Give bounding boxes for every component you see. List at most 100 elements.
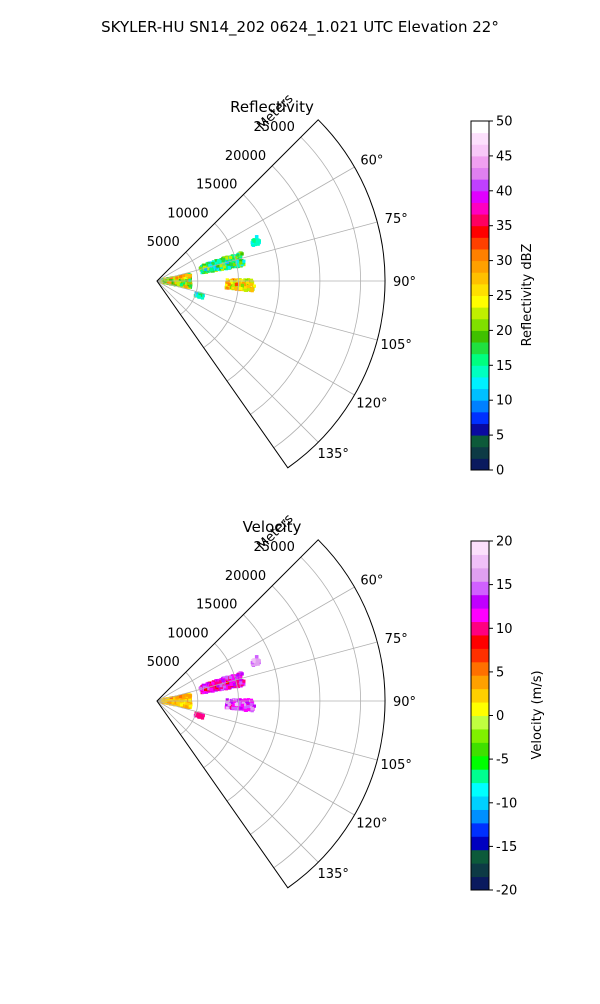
echo-cell	[245, 700, 250, 704]
echo-cell	[253, 662, 258, 667]
colorbar-swatch	[471, 621, 489, 636]
echo-cell	[219, 258, 223, 262]
range-tick-label: 10000	[167, 206, 208, 221]
echo-cell	[185, 273, 189, 277]
colorbar-tick-label: -5	[496, 753, 509, 768]
azimuth-tick-label: 120°	[356, 817, 387, 832]
echo-cell	[230, 254, 234, 258]
azimuth-tick-label: 75°	[385, 212, 408, 227]
azimuth-spoke	[156, 700, 378, 761]
echo-cell	[169, 697, 173, 701]
colorbar-tick-label: -10	[496, 796, 517, 811]
echo-cell	[246, 704, 250, 709]
azimuth-tick-label: 105°	[381, 758, 412, 773]
echo-cell	[235, 286, 240, 290]
colorbar-swatch	[471, 132, 489, 145]
echo-cell	[240, 679, 244, 683]
echo-cell	[168, 281, 172, 285]
colorbar-tick-label: -15	[496, 840, 517, 855]
echo-cell	[254, 235, 259, 239]
echo-cell	[236, 684, 240, 688]
echo-cell	[210, 688, 214, 692]
colorbar-swatch	[471, 675, 489, 690]
echo-cell	[197, 295, 201, 299]
azimuth-spoke	[156, 166, 355, 282]
echo-cell	[175, 276, 179, 280]
colorbar-tick-label: 15	[496, 359, 513, 374]
colorbar-swatch	[471, 742, 489, 757]
range-ring	[273, 556, 361, 869]
colorbar-swatch	[471, 688, 489, 703]
colorbar-swatch	[471, 155, 489, 169]
echo-cell	[224, 263, 228, 267]
echo-cell	[235, 706, 240, 710]
echo-cell	[166, 698, 171, 702]
colorbar-swatch	[471, 342, 489, 355]
echo-cell	[182, 693, 186, 698]
range-tick-label: 15000	[196, 178, 237, 193]
colorbar-tick-label: 20	[496, 324, 513, 339]
echo-cell	[184, 705, 188, 709]
echo-cell	[239, 681, 243, 685]
colorbar-tick-label: 10	[496, 394, 513, 409]
echo-cell	[176, 280, 180, 284]
colorbar-tick-label: 50	[496, 115, 513, 130]
echo-cell	[186, 701, 190, 706]
colorbar-tick-label: 20	[496, 535, 513, 550]
echo-cell	[234, 282, 238, 287]
echo-cell	[219, 264, 223, 268]
echo-cell	[178, 697, 182, 702]
echo-cell	[214, 267, 218, 272]
echo-cell	[250, 243, 255, 247]
echo-cell	[197, 713, 201, 717]
echo-cell	[230, 674, 234, 678]
reflectivity-colorbar: 0 5 10 15 20 25 30 35 40 45 50	[470, 115, 513, 479]
echo-cell	[225, 280, 229, 284]
echo-cell	[250, 280, 254, 284]
colorbar-swatch	[471, 225, 489, 238]
echo-cell	[226, 261, 230, 265]
echo-cell	[174, 701, 178, 705]
azimuth-spoke	[156, 700, 355, 816]
colorbar-swatch	[471, 423, 489, 436]
echo-cell	[220, 267, 224, 271]
colorbar-swatch	[471, 411, 489, 424]
range-tick-label: 20000	[225, 569, 266, 584]
colorbar-swatch	[471, 167, 489, 180]
colorbar-swatch	[471, 318, 489, 331]
azimuth-spoke	[156, 280, 319, 443]
echo-cell	[239, 701, 243, 705]
colorbar-swatch	[471, 202, 489, 215]
azimuth-tick-label: 135°	[318, 867, 349, 882]
echo-cell	[221, 262, 225, 266]
azimuth-tick-label: 90°	[393, 695, 416, 710]
range-ring	[180, 251, 199, 315]
echo-cell	[229, 256, 233, 260]
echo-cell	[240, 263, 244, 267]
echo-cell	[202, 265, 206, 269]
echo-cell	[242, 287, 246, 291]
echo-cell	[245, 280, 250, 284]
echo-cell	[164, 701, 168, 705]
colorbar-tick-label: -20	[496, 884, 517, 899]
echo-cell	[221, 682, 225, 686]
azimuth-tick-label: 75°	[385, 632, 408, 647]
azimuth-spoke	[156, 641, 378, 702]
colorbar-swatch	[471, 260, 489, 273]
echo-cell	[225, 283, 229, 287]
colorbar-swatch	[471, 190, 489, 203]
echo-cell	[225, 700, 229, 704]
range-ring	[180, 671, 199, 735]
echo-cell	[198, 266, 202, 270]
colorbar-swatch	[471, 214, 489, 227]
reflectivity-colorbar-label: Reflectivity dBZ	[520, 244, 535, 347]
echo-cell	[232, 700, 236, 704]
echo-cell	[225, 676, 229, 680]
echo-cell	[186, 281, 190, 286]
echo-cell	[187, 694, 191, 698]
colorbar-swatch	[471, 715, 489, 730]
echo-cell	[170, 701, 174, 705]
echo-cell	[256, 662, 260, 666]
range-tick-label: 25000	[254, 120, 295, 135]
azimuth-spoke	[156, 700, 319, 863]
